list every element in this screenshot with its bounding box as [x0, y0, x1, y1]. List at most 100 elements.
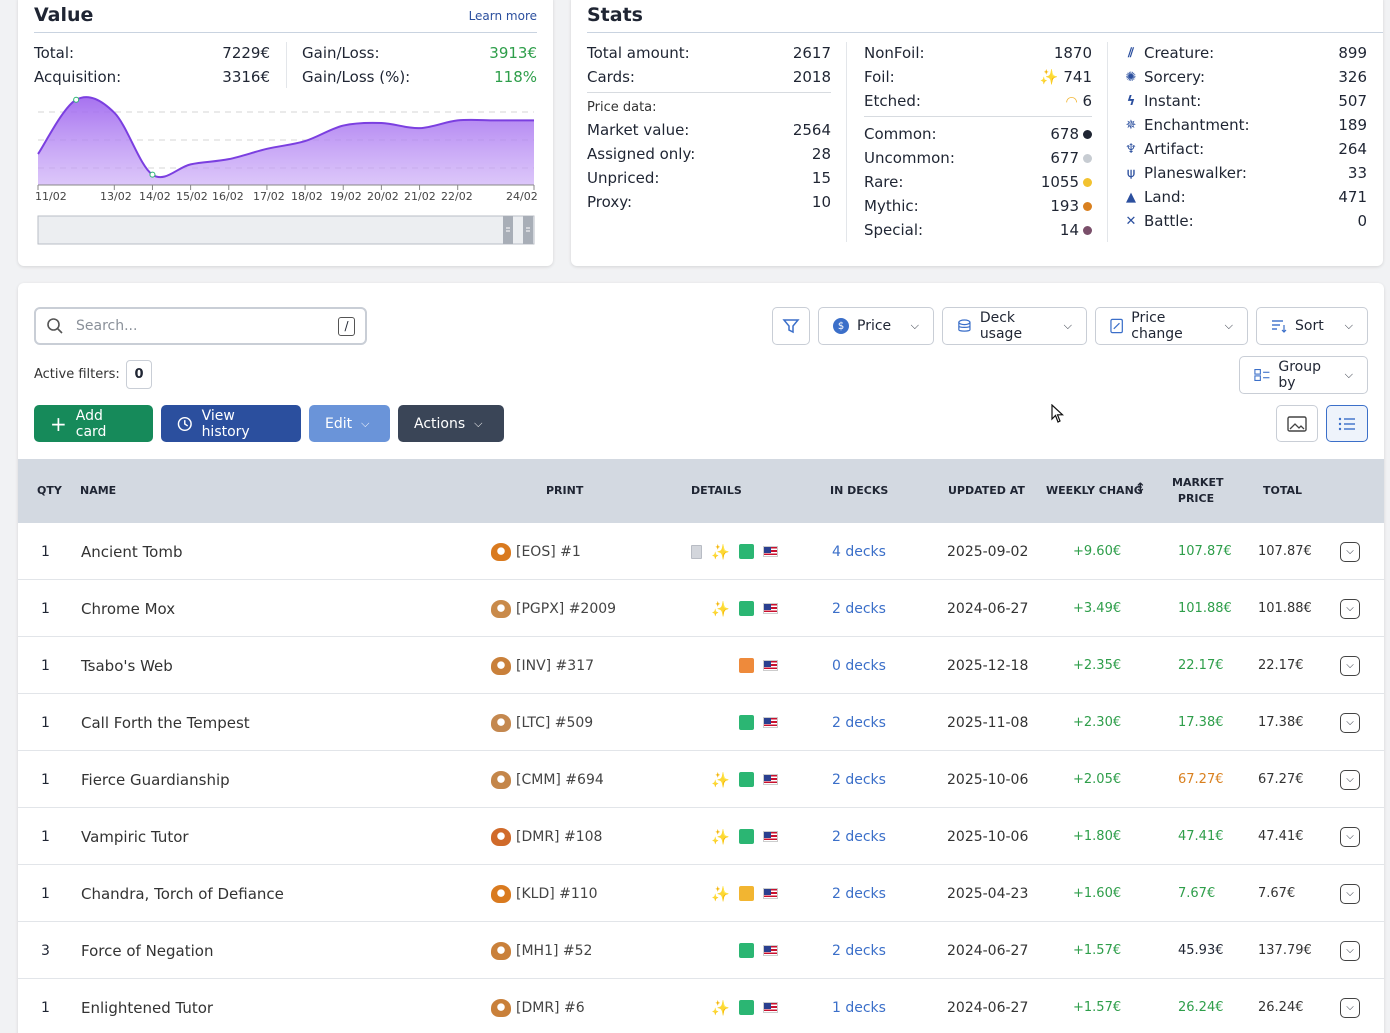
in-decks-link[interactable]: 1 decks	[832, 999, 886, 1016]
in-decks-link[interactable]: 0 decks	[832, 657, 886, 674]
range-handle-left[interactable]	[503, 216, 513, 244]
search-input[interactable]: Search...	[76, 318, 138, 334]
price-change-dropdown[interactable]: Price change ⌵	[1095, 307, 1248, 345]
type-label: Sorcery:	[1144, 68, 1206, 86]
deck-usage-dropdown[interactable]: Deck usage ⌵	[942, 307, 1087, 345]
expand-row-button[interactable]: ⌵	[1340, 712, 1360, 733]
actions-label: Actions	[414, 415, 466, 432]
gainpct-value: 118%	[494, 68, 537, 86]
col-print[interactable]: PRINT	[546, 484, 584, 497]
set-symbol-icon	[491, 998, 511, 1017]
expand-row-button[interactable]: ⌵	[1340, 769, 1360, 790]
unpriced-label: Unpriced:	[587, 169, 660, 187]
card-name[interactable]: Ancient Tomb	[81, 542, 183, 561]
chevron-down-icon: ⌵	[1063, 319, 1072, 332]
col-qty[interactable]: QTY	[37, 484, 62, 497]
edit-dropdown[interactable]: Edit ⌵	[309, 405, 390, 442]
card-name[interactable]: Chandra, Torch of Defiance	[81, 884, 284, 903]
expand-cell: ⌵	[1340, 580, 1360, 637]
price-dropdown[interactable]: $ Price ⌵	[818, 307, 934, 345]
foil-sparkle-icon: ✨	[1039, 68, 1059, 86]
market-price-cell: 45.93€	[1178, 943, 1224, 958]
x-tick-label: 21/02	[404, 190, 436, 203]
range-slider[interactable]	[37, 215, 535, 245]
qty-cell: 1	[41, 600, 50, 617]
card-name[interactable]: Call Forth the Tempest	[81, 713, 250, 732]
col-market-price[interactable]: MARKET PRICE	[1172, 475, 1224, 507]
expand-row-button[interactable]: ⌵	[1340, 541, 1360, 562]
expand-row-button[interactable]: ⌵	[1340, 883, 1360, 904]
foil-row: Foil: ✨ 741	[864, 68, 1092, 86]
chevron-down-icon: ⌵	[1344, 319, 1353, 332]
active-filters-count[interactable]: 0	[126, 360, 152, 389]
card-name[interactable]: Fierce Guardianship	[81, 770, 230, 789]
search-box[interactable]: Search... /	[34, 307, 367, 345]
table-row[interactable]: 1 Vampiric Tutor [DMR] #108 ✨ 2 decks 2025-10…	[18, 808, 1384, 865]
rarity-value: 678	[1050, 125, 1079, 143]
actions-dropdown[interactable]: Actions ⌵	[398, 405, 504, 442]
card-name[interactable]: Vampiric Tutor	[81, 827, 189, 846]
table-row[interactable]: 1 Ancient Tomb [EOS] #1 ✨ 4 decks 2025-09-02 +…	[18, 523, 1384, 580]
col-details[interactable]: DETAILS	[691, 484, 742, 497]
image-view-toggle[interactable]	[1276, 405, 1318, 442]
learn-more-link[interactable]: Learn more	[468, 9, 537, 23]
table-row[interactable]: 1 Chandra, Torch of Defiance [KLD] #110 ✨ 2 …	[18, 865, 1384, 922]
in-decks-link[interactable]: 2 decks	[832, 600, 886, 617]
foil-sparkle-icon: ✨	[711, 998, 730, 1017]
in-decks-link[interactable]: 2 decks	[832, 942, 886, 959]
sort-icon	[1272, 320, 1287, 333]
us-flag-icon	[763, 717, 778, 728]
condition-square-icon	[739, 829, 754, 844]
col-weekly-change[interactable]: WEEKLY CHANGE	[1046, 483, 1142, 499]
card-name[interactable]: Enlightened Tutor	[81, 998, 214, 1017]
card-name[interactable]: Chrome Mox	[81, 599, 176, 618]
market-price-line-1: MARKET	[1172, 476, 1224, 489]
expand-row-button[interactable]: ⌵	[1340, 997, 1360, 1018]
total-amount-row: Total amount: 2617	[587, 44, 831, 62]
in-decks-link[interactable]: 2 decks	[832, 714, 886, 731]
print-cell: [DMR] #6	[491, 979, 585, 1033]
table-row[interactable]: 1 Enlightened Tutor [DMR] #6 ✨ 1 decks 2024-0…	[18, 979, 1384, 1033]
expand-cell: ⌵	[1340, 523, 1360, 580]
sort-arrow-icon[interactable]: ↕	[1135, 481, 1146, 496]
group-by-dropdown[interactable]: Group by ⌵	[1239, 356, 1368, 394]
x-tick-label: 24/02	[506, 190, 538, 203]
view-history-button[interactable]: View history	[161, 405, 301, 442]
filter-button[interactable]	[772, 307, 810, 345]
table-row[interactable]: 3 Force of Negation [MH1] #52 2 decks 2024-0…	[18, 922, 1384, 979]
in-decks-link[interactable]: 2 decks	[832, 771, 886, 788]
range-handle-right[interactable]	[523, 216, 533, 244]
expand-cell: ⌵	[1340, 979, 1360, 1033]
col-in-decks[interactable]: IN DECKS	[830, 484, 889, 497]
updated-at-cell: 2025-11-08	[947, 714, 1029, 731]
clock-icon	[177, 416, 192, 431]
expand-row-button[interactable]: ⌵	[1340, 940, 1360, 961]
expand-row-button[interactable]: ⌵	[1340, 655, 1360, 676]
type-value: 0	[1357, 212, 1367, 230]
sort-dropdown[interactable]: Sort ⌵	[1256, 307, 1368, 345]
mountain-icon: ▲	[1126, 189, 1136, 205]
col-updated-at[interactable]: UPDATED AT	[948, 484, 1025, 497]
list-view-toggle[interactable]	[1326, 405, 1368, 442]
col-name[interactable]: NAME	[80, 484, 117, 497]
cards-row: Cards: 2018	[587, 68, 831, 86]
table-row[interactable]: 1 Tsabo's Web [INV] #317 0 decks 2025-12-18 +…	[18, 637, 1384, 694]
table-row[interactable]: 1 Chrome Mox [PGPX] #2009 ✨ 2 decks 2024-06-2…	[18, 580, 1384, 637]
card-name[interactable]: Tsabo's Web	[81, 656, 173, 675]
in-decks-link[interactable]: 4 decks	[832, 543, 886, 560]
etched-icon: ◠	[1065, 94, 1078, 110]
expand-row-button[interactable]: ⌵	[1340, 598, 1360, 619]
database-icon	[958, 319, 971, 332]
claw-icon: ⫽	[1128, 45, 1134, 61]
in-decks-link[interactable]: 2 decks	[832, 885, 886, 902]
dollar-icon: $	[833, 318, 849, 334]
add-card-button[interactable]: + Add card	[34, 405, 153, 442]
col-total[interactable]: TOTAL	[1263, 484, 1303, 497]
search-shortcut-key: /	[338, 316, 355, 336]
card-name[interactable]: Force of Negation	[81, 941, 214, 960]
active-filters-label: Active filters:	[34, 367, 120, 382]
in-decks-link[interactable]: 2 decks	[832, 828, 886, 845]
expand-row-button[interactable]: ⌵	[1340, 826, 1360, 847]
table-row[interactable]: 1 Call Forth the Tempest [LTC] #509 2 decks…	[18, 694, 1384, 751]
table-row[interactable]: 1 Fierce Guardianship [CMM] #694 ✨ 2 decks 20…	[18, 751, 1384, 808]
